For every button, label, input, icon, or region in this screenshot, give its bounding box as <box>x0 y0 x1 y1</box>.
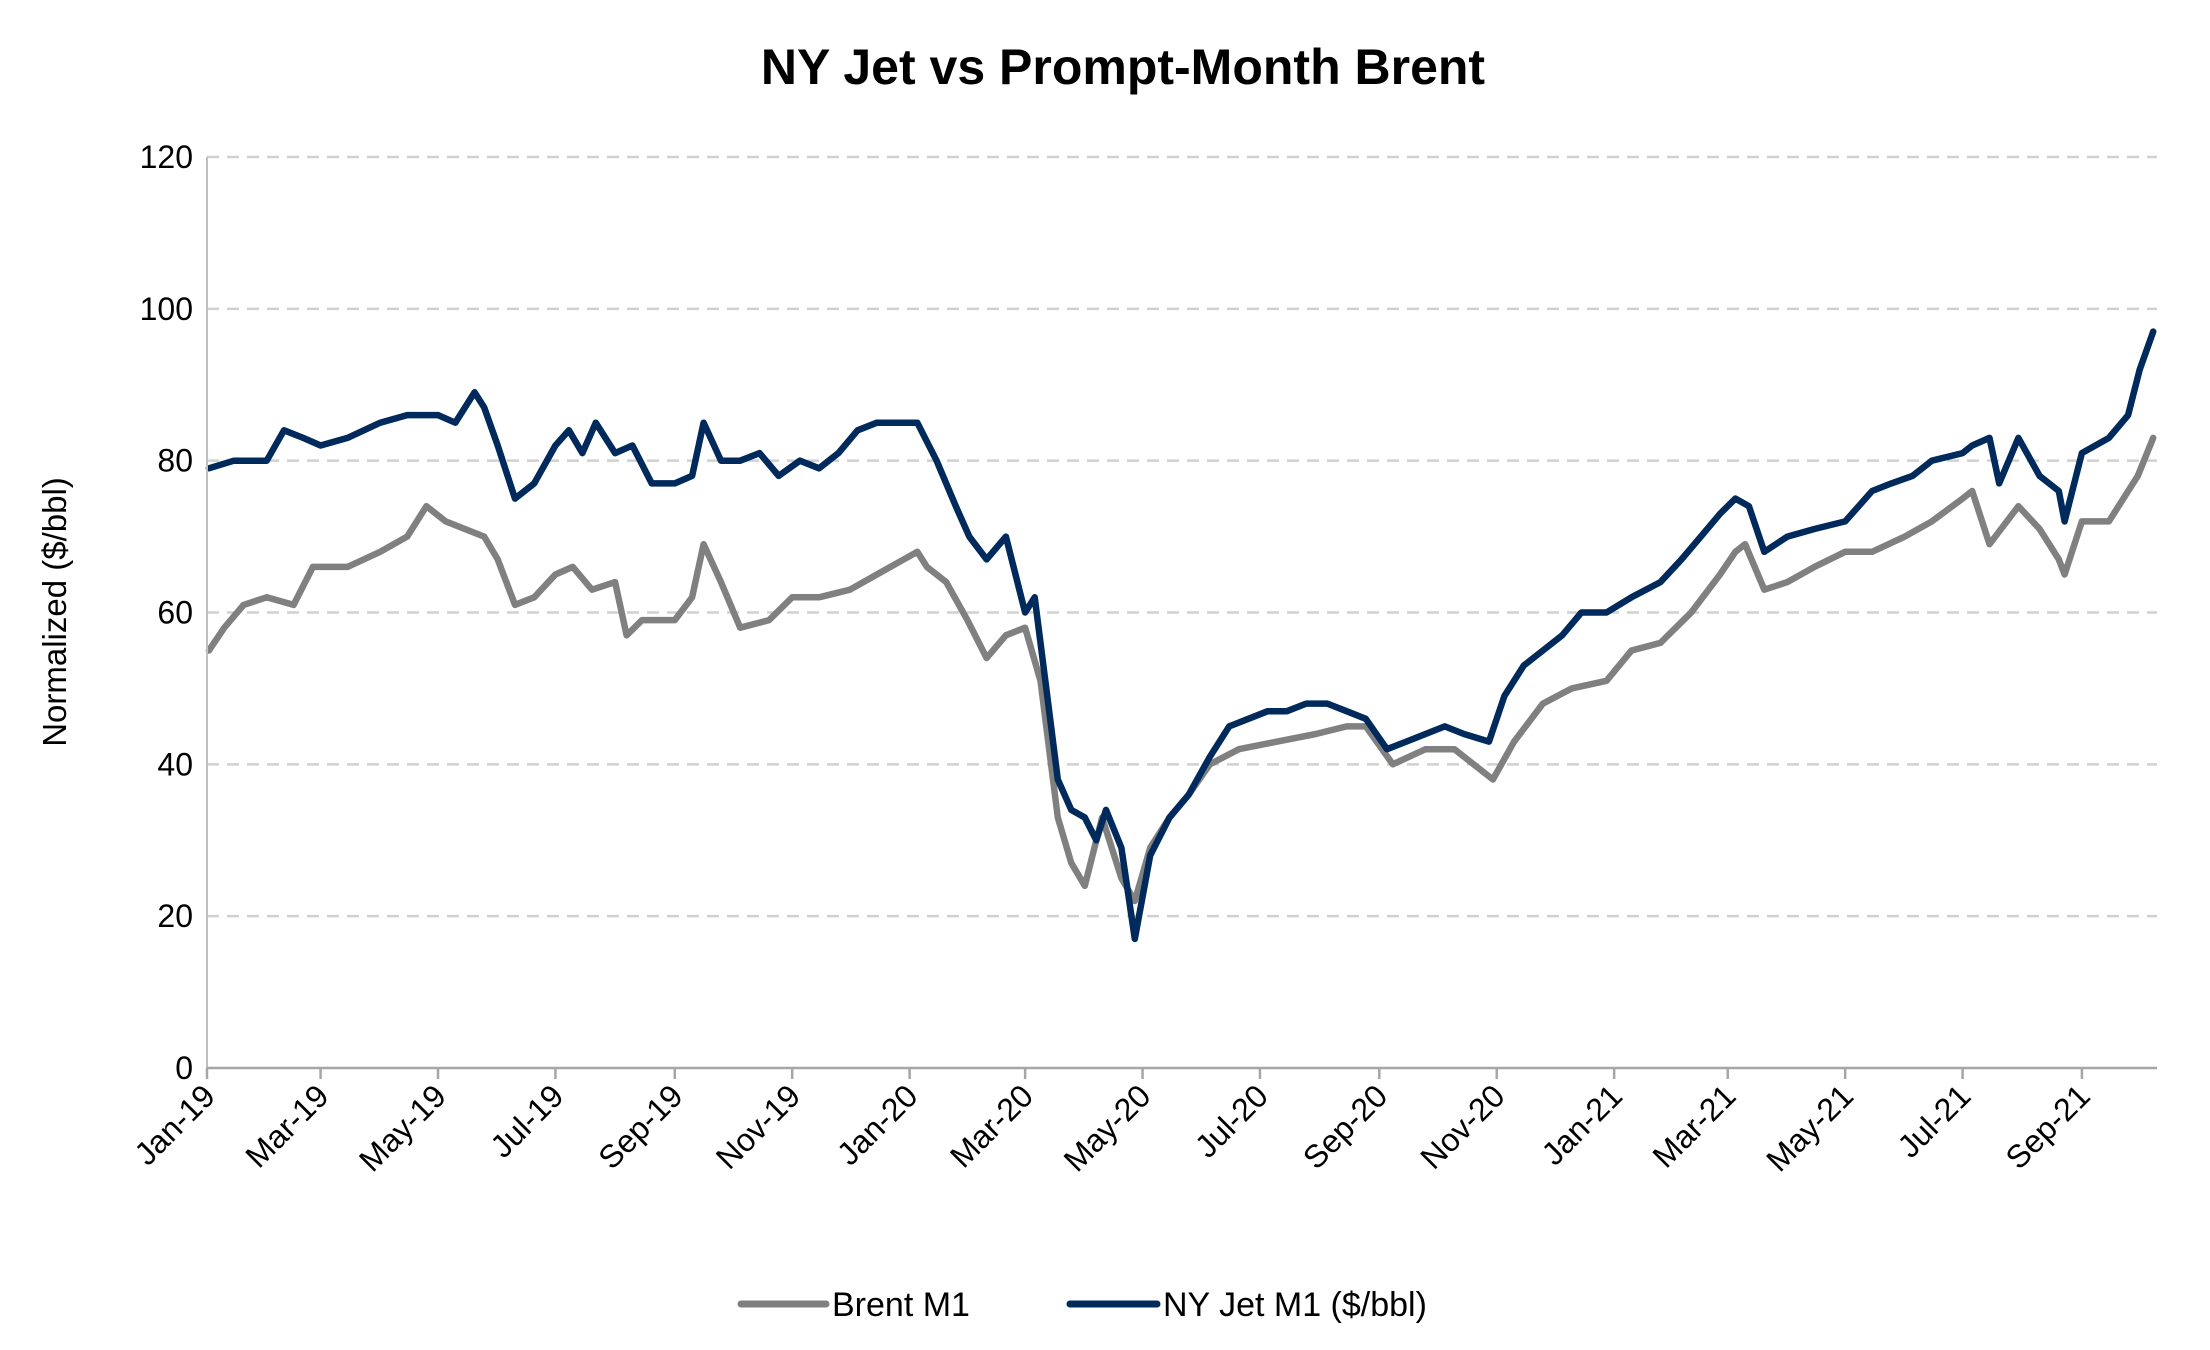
x-tick-label: Nov-20 <box>1413 1077 1511 1175</box>
x-tick-label: Mar-21 <box>1646 1077 1743 1174</box>
x-tick-labels: Jan-19 Mar-19 May-19 Jul-19 Sep-19 Nov-19 Jan-… <box>127 1068 2097 1178</box>
x-tick-label: Sep-19 <box>591 1077 689 1175</box>
legend: Brent M1 NY Jet M1 ($/bbl) <box>737 1286 1427 1324</box>
series-line-ny-jet-m1 <box>205 328 2157 943</box>
y-tick-label: 40 <box>157 746 193 782</box>
y-tick-label: 20 <box>157 898 193 934</box>
x-tick-label: Jul-21 <box>1890 1077 1977 1164</box>
legend-label-brent: Brent M1 <box>832 1286 970 1324</box>
y-tick-label: 0 <box>175 1050 193 1086</box>
chart-title: NY Jet vs Prompt-Month Brent <box>761 39 1485 95</box>
x-tick-label: Nov-19 <box>709 1077 807 1175</box>
x-tick-label: May-20 <box>1057 1077 1158 1178</box>
x-tick-label: Jan-20 <box>830 1077 925 1172</box>
y-tick-labels: 0 20 40 60 80 100 120 <box>140 139 193 1086</box>
x-tick-label: Jul-20 <box>1188 1077 1275 1164</box>
x-tick-label: Jan-21 <box>1534 1077 1629 1172</box>
x-tick-label: Mar-19 <box>238 1077 335 1174</box>
x-tick-label: May-19 <box>352 1077 453 1178</box>
y-tick-label: 100 <box>140 291 193 327</box>
y-tick-label: 120 <box>140 139 193 175</box>
series-lines <box>205 328 2157 943</box>
x-tick-label: May-21 <box>1759 1077 1860 1178</box>
gridlines <box>207 155 2157 918</box>
y-tick-label: 80 <box>157 443 193 479</box>
x-tick-label: Mar-20 <box>943 1077 1040 1174</box>
legend-label-jet: NY Jet M1 ($/bbl) <box>1163 1286 1427 1324</box>
y-axis-label: Normalized ($/bbl) <box>36 477 73 747</box>
x-tick-label: Sep-20 <box>1296 1077 1394 1175</box>
y-tick-label: 60 <box>157 595 193 631</box>
x-tick-label: Sep-21 <box>1998 1077 2096 1175</box>
x-tick-label: Jan-19 <box>127 1077 222 1172</box>
x-tick-label: Jul-19 <box>483 1077 570 1164</box>
